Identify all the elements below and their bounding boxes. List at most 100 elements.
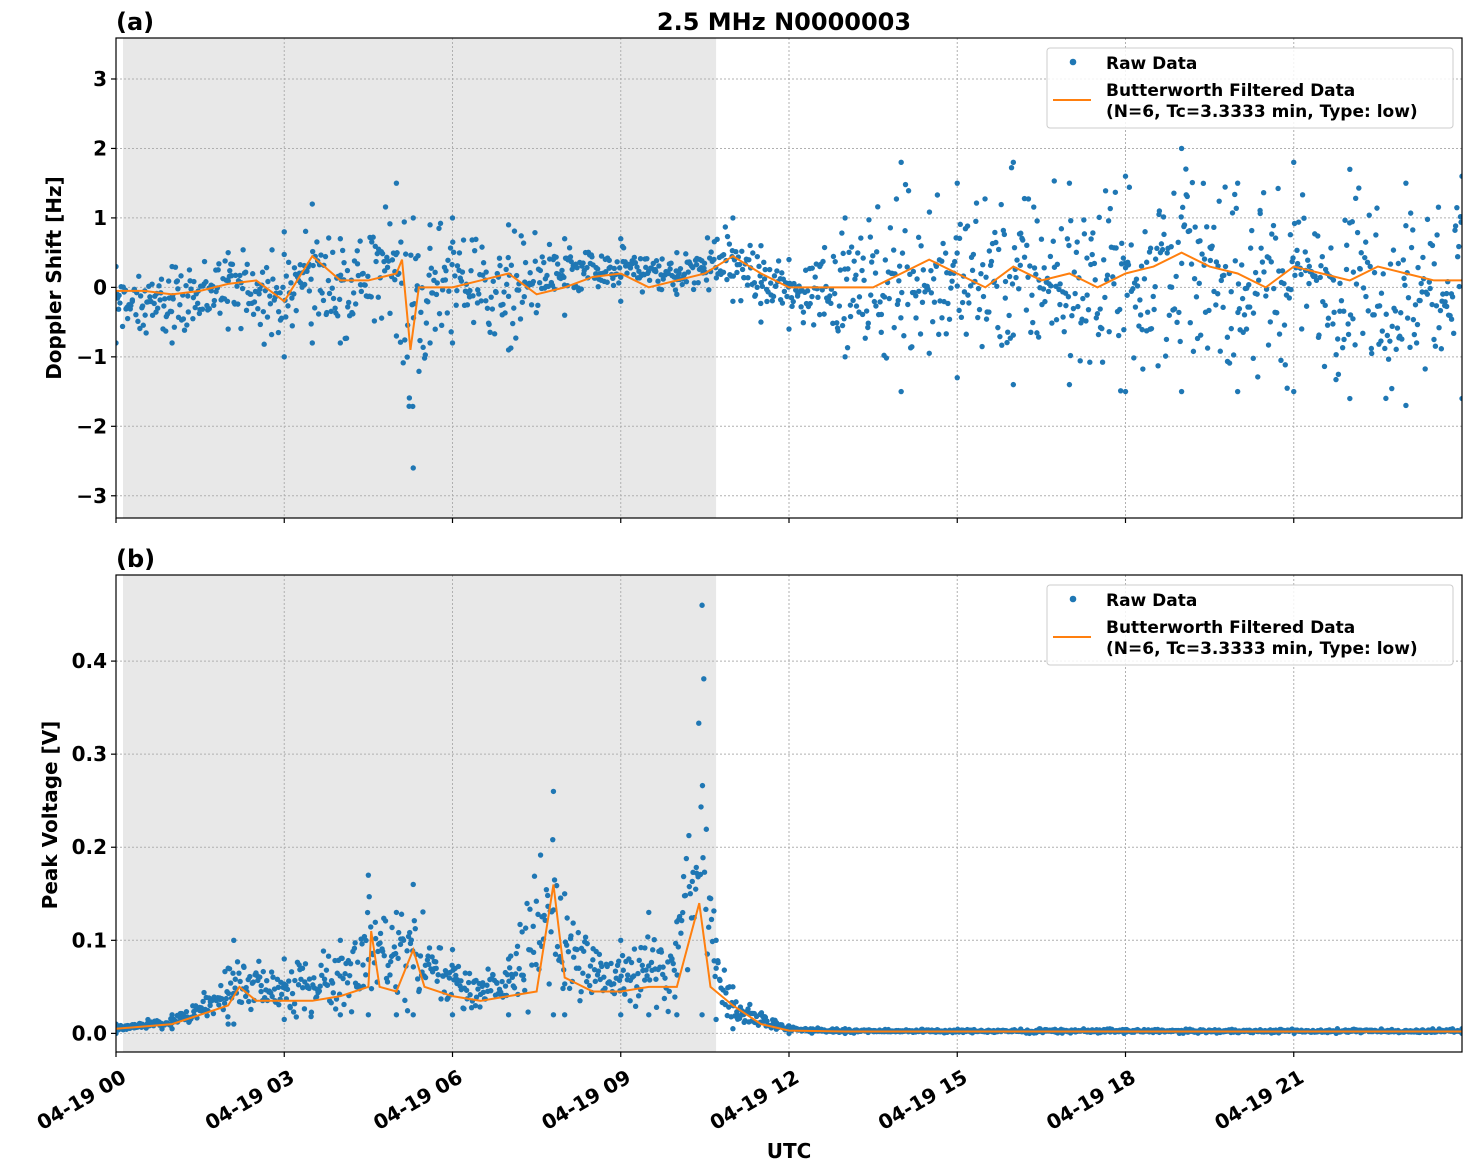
raw-data-point — [902, 228, 908, 234]
raw-data-point — [258, 982, 264, 989]
raw-data-point — [1011, 244, 1018, 251]
raw-data-point — [1160, 214, 1167, 220]
raw-data-point — [428, 265, 435, 271]
raw-data-point — [312, 305, 318, 311]
raw-data-point — [389, 257, 396, 263]
raw-data-point — [954, 374, 960, 381]
raw-data-point — [641, 977, 648, 983]
raw-data-point — [289, 323, 295, 329]
raw-data-point — [1156, 208, 1163, 214]
raw-data-point — [392, 950, 399, 957]
raw-data-point — [116, 306, 122, 312]
raw-data-point — [1443, 290, 1450, 297]
raw-data-point — [387, 972, 393, 978]
raw-data-point — [680, 873, 687, 880]
raw-data-point — [222, 258, 228, 264]
raw-data-point — [250, 311, 257, 318]
raw-data-point — [711, 256, 717, 263]
raw-data-point — [533, 898, 540, 904]
raw-data-point — [646, 1012, 652, 1018]
raw-data-point — [426, 961, 432, 968]
raw-data-point — [1018, 230, 1024, 236]
raw-data-point — [1178, 388, 1185, 395]
raw-data-point — [635, 993, 642, 999]
raw-data-point — [691, 280, 698, 286]
panel-a: −3 −2 −1 0 1 2 3 Raw Data Butterworth Filtered D… — [76, 37, 1463, 523]
raw-data-point — [995, 324, 1001, 331]
raw-data-point — [276, 1001, 282, 1008]
raw-data-point — [543, 886, 550, 893]
raw-data-point — [308, 1009, 315, 1015]
raw-data-point — [1403, 180, 1409, 186]
raw-data-point — [839, 230, 845, 236]
raw-data-point — [842, 1026, 848, 1032]
raw-data-point — [225, 249, 231, 256]
raw-data-point — [505, 222, 512, 228]
raw-data-point — [505, 1012, 512, 1018]
raw-data-point — [1299, 326, 1305, 332]
raw-data-point — [958, 314, 965, 321]
raw-data-point — [1269, 231, 1275, 237]
raw-data-point — [391, 944, 398, 950]
raw-data-point — [137, 293, 144, 299]
raw-data-point — [686, 832, 692, 839]
raw-data-point — [309, 340, 315, 346]
raw-data-point — [506, 965, 513, 971]
raw-data-point — [847, 313, 854, 320]
raw-data-point — [701, 260, 708, 266]
raw-data-point — [337, 340, 344, 346]
raw-data-point — [404, 948, 410, 954]
raw-data-point — [519, 299, 526, 305]
raw-data-point — [1232, 258, 1238, 264]
raw-data-point — [954, 250, 960, 256]
raw-data-point — [1414, 321, 1421, 328]
raw-data-point — [1457, 214, 1462, 220]
raw-data-point — [1429, 242, 1436, 249]
raw-data-point — [608, 960, 614, 967]
raw-data-point — [1034, 218, 1040, 224]
raw-data-point — [475, 986, 481, 992]
raw-data-point — [752, 292, 759, 298]
raw-data-point — [644, 973, 650, 979]
raw-data-point — [821, 244, 828, 251]
raw-data-point — [1150, 293, 1156, 300]
raw-data-point — [169, 263, 175, 270]
raw-data-point — [758, 300, 764, 307]
raw-data-point — [321, 976, 328, 982]
raw-data-point — [1197, 238, 1203, 244]
raw-data-point — [580, 970, 586, 976]
x-tick-label: 04-19 06 — [369, 1065, 467, 1135]
raw-data-point — [1010, 332, 1017, 338]
raw-data-point — [919, 299, 926, 305]
raw-data-point — [225, 278, 231, 284]
raw-data-point — [183, 282, 189, 289]
raw-data-point — [438, 322, 445, 329]
raw-data-point — [969, 267, 976, 274]
raw-data-point — [679, 281, 685, 288]
raw-data-point — [1048, 283, 1054, 289]
raw-data-point — [511, 985, 518, 991]
raw-data-point — [296, 962, 302, 968]
raw-data-point — [360, 270, 366, 277]
raw-data-point — [1181, 222, 1188, 228]
raw-data-point — [1151, 306, 1157, 313]
raw-data-point — [703, 826, 710, 832]
raw-data-point — [1204, 345, 1211, 351]
raw-data-point — [928, 290, 935, 296]
raw-data-point — [550, 836, 556, 843]
raw-data-point — [1291, 220, 1298, 227]
raw-data-point — [181, 327, 188, 333]
raw-data-point — [754, 284, 760, 291]
raw-data-point — [812, 274, 818, 280]
raw-data-point — [1328, 245, 1334, 251]
raw-data-point — [310, 248, 316, 255]
raw-data-point — [750, 250, 756, 256]
raw-data-point — [1102, 188, 1109, 194]
raw-data-point — [868, 292, 874, 298]
raw-data-point — [228, 273, 235, 279]
raw-data-point — [1217, 348, 1223, 354]
raw-data-point — [1306, 280, 1312, 287]
raw-data-point — [1395, 260, 1402, 267]
raw-data-point — [698, 804, 704, 810]
raw-data-point — [505, 956, 512, 962]
